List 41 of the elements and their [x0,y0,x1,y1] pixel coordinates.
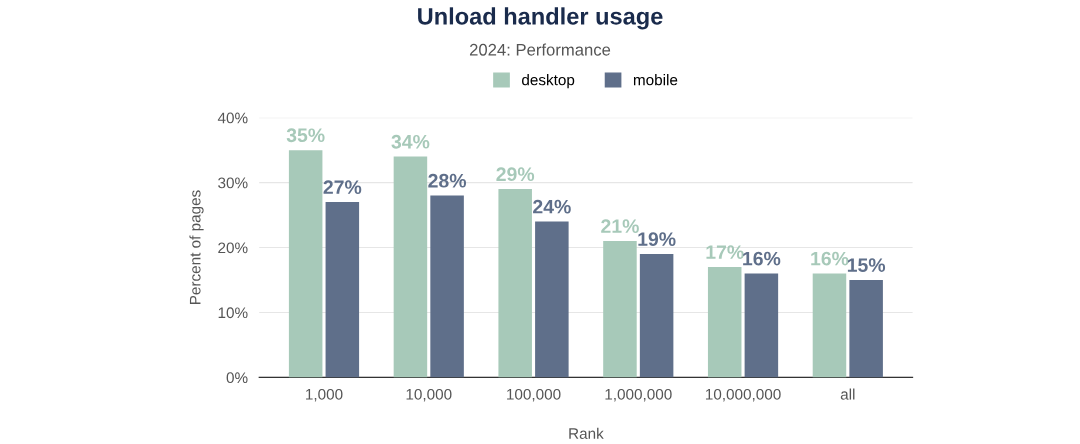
bar [325,202,360,378]
data-label: 19% [638,232,676,247]
y-tick-label: 0% [226,372,248,384]
y-tick-label: 10% [218,307,248,319]
y-tick-label: 20% [218,242,248,254]
x-tick-label: 1,000,000 [605,388,672,402]
bar [288,150,323,378]
data-label: 28% [428,173,467,188]
data-label: 34% [391,134,430,149]
data-label: 21% [601,219,639,233]
data-label: 29% [496,167,535,182]
y-axis-title: Percent of pages [189,190,204,305]
bar [744,273,779,378]
bar [812,273,847,378]
bar [535,221,569,378]
x-tick-label: 1,000 [306,388,343,402]
x-tick-label: 10,000,000 [705,388,781,402]
bar [430,195,464,378]
data-label: 16% [743,251,781,266]
y-tick-label: 30% [218,177,248,189]
chart-subtitle: 2024: Performance [469,43,611,56]
bar [498,189,532,378]
data-label: 35% [286,128,325,143]
x-tick-label: 10,000 [406,388,452,402]
data-label: 16% [811,251,849,266]
legend-label: desktop [522,74,575,89]
bar [603,241,637,378]
y-tick-label: 40% [217,112,248,124]
data-label: 17% [706,245,744,259]
chart-title: Unload handler usage [418,7,663,30]
x-axis-title: Rank [569,427,604,439]
legend-label: mobile [633,74,678,86]
data-label: 15% [847,258,886,272]
data-label: 24% [533,199,571,214]
bar [393,156,428,378]
bar [849,280,883,378]
bar [707,267,742,378]
x-tick-label: all [840,388,855,400]
data-label: 27% [323,180,362,195]
x-tick-label: 100,000 [507,388,561,402]
bar [639,254,674,378]
